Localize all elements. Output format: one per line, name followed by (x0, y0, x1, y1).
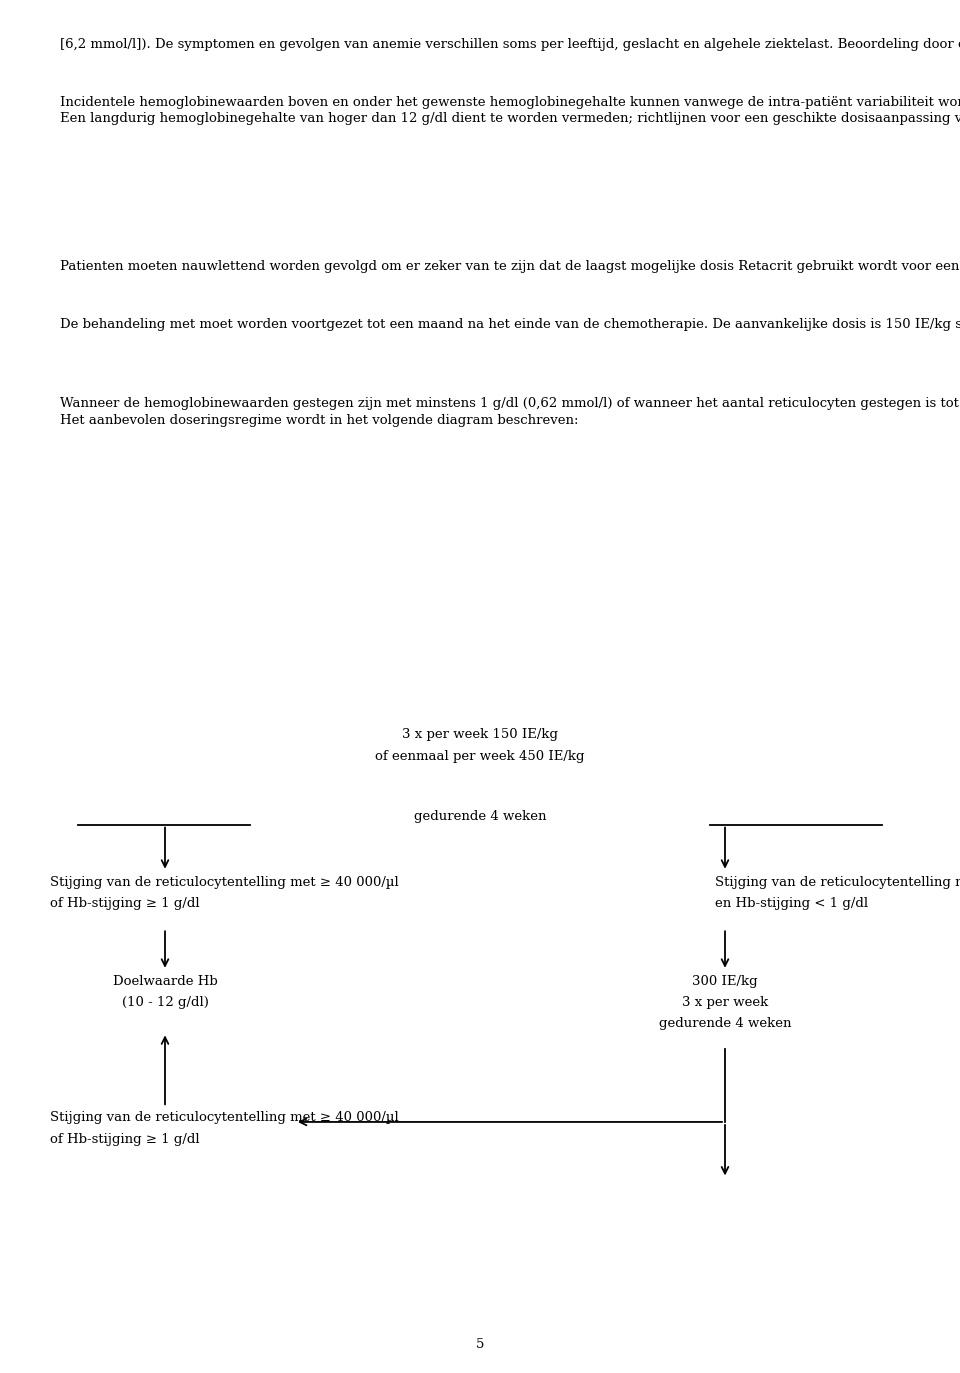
Text: Incidentele hemoglobinewaarden boven en onder het gewenste hemoglobinegehalte ku: Incidentele hemoglobinewaarden boven en … (60, 96, 960, 125)
Text: (10 - 12 g/dl): (10 - 12 g/dl) (122, 995, 208, 1009)
Text: Stijging van de reticulocytentelling met < 40 000/µl: Stijging van de reticulocytentelling met… (715, 876, 960, 888)
Text: 300 IE/kg: 300 IE/kg (692, 975, 757, 987)
Text: Wanneer de hemoglobinewaarden gestegen zijn met minstens 1 g/dl (0,62 mmol/l) of: Wanneer de hemoglobinewaarden gestegen z… (60, 397, 960, 427)
Text: Stijging van de reticulocytentelling met ≥ 40 000/µl: Stijging van de reticulocytentelling met… (50, 1111, 398, 1124)
Text: Patienten moeten nauwlettend worden gevolgd om er zeker van te zijn dat de laags: Patienten moeten nauwlettend worden gevo… (60, 261, 960, 273)
Text: 3 x per week: 3 x per week (682, 995, 768, 1009)
Text: en Hb-stijging < 1 g/dl: en Hb-stijging < 1 g/dl (715, 897, 868, 910)
Text: Stijging van de reticulocytentelling met ≥ 40 000/µl: Stijging van de reticulocytentelling met… (50, 876, 398, 888)
Text: Doelwaarde Hb: Doelwaarde Hb (112, 975, 217, 987)
Text: gedurende 4 weken: gedurende 4 weken (659, 1017, 791, 1031)
Text: [6,2 mmol/l]). De symptomen en gevolgen van anemie verschillen soms per leeftijd: [6,2 mmol/l]). De symptomen en gevolgen … (60, 38, 960, 51)
Text: of Hb-stijging ≥ 1 g/dl: of Hb-stijging ≥ 1 g/dl (50, 897, 200, 910)
Text: gedurende 4 weken: gedurende 4 weken (414, 810, 546, 822)
Text: De behandeling met moet worden voortgezet tot een maand na het einde van de chem: De behandeling met moet worden voortgeze… (60, 319, 960, 331)
Text: of Hb-stijging ≥ 1 g/dl: of Hb-stijging ≥ 1 g/dl (50, 1133, 200, 1145)
Text: 5: 5 (476, 1339, 484, 1351)
Text: 3 x per week 150 IE/kg: 3 x per week 150 IE/kg (402, 729, 558, 741)
Text: of eenmaal per week 450 IE/kg: of eenmaal per week 450 IE/kg (375, 750, 585, 763)
